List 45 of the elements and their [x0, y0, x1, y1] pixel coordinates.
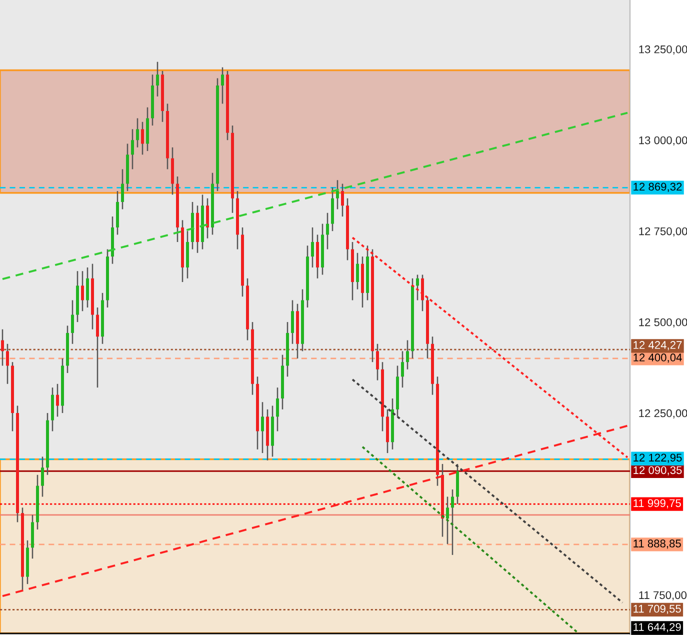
- candlestick: [261, 401, 264, 454]
- candlestick: [401, 350, 404, 388]
- ref-line-label: 12 869,32: [634, 182, 682, 192]
- candlestick: [206, 198, 209, 239]
- candlestick: [356, 252, 359, 290]
- candlestick: [86, 266, 89, 308]
- y-tick-label: 12 750,00: [639, 227, 687, 237]
- candlestick: [71, 300, 74, 345]
- candlestick: [451, 488, 454, 556]
- y-tick-label: 13 250,00: [639, 45, 687, 55]
- candlestick: [421, 274, 424, 312]
- ref-line-label: 11 709,55: [634, 604, 681, 614]
- ref-line-label: 12 424,27: [634, 341, 682, 350]
- ref-line-label: 11 888,85: [634, 540, 681, 549]
- candlestick: [406, 340, 409, 370]
- candlestick: [81, 270, 84, 312]
- candlestick: [336, 180, 339, 210]
- ref-line-label: 12 400,04: [634, 354, 682, 363]
- ref-line-label: 11 644,29: [634, 623, 681, 632]
- ref-line-label: 11 999,75: [634, 499, 681, 508]
- y-tick-label: 13 000,00: [639, 136, 687, 146]
- candlestick: [446, 496, 449, 545]
- candlestick: [291, 300, 294, 345]
- y-tick-label: 12 500,00: [639, 318, 687, 328]
- candlestick: [131, 128, 134, 170]
- candlestick: [41, 456, 44, 498]
- candlestick: [326, 212, 329, 250]
- candlestick: [276, 386, 279, 432]
- candlestick: [1, 328, 4, 366]
- candlestick: [121, 168, 124, 210]
- y-tick-label: 12 250,00: [639, 409, 687, 418]
- candlestick: [96, 306, 99, 388]
- ref-line-label: 12 090,35: [634, 466, 682, 476]
- candlestick: [56, 383, 59, 418]
- y-tick-label: 11 750,00: [639, 591, 687, 600]
- candlestick: [341, 183, 344, 218]
- candlestick: [376, 343, 379, 381]
- candlestick: [6, 343, 9, 385]
- candlestick: [416, 274, 419, 301]
- ref-line-label: 12 122,95: [634, 454, 682, 463]
- candlestick: [156, 61, 159, 98]
- candlestick: [141, 121, 144, 156]
- candlestick: [221, 66, 224, 104]
- candlestick: [136, 118, 139, 148]
- candlestick: [311, 226, 314, 268]
